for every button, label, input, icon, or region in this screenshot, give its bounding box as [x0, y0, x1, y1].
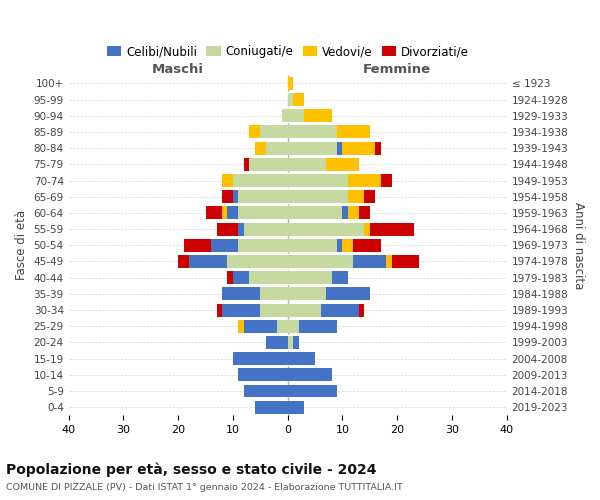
- Bar: [287, 206, 343, 220]
- Bar: [227, 271, 233, 284]
- Bar: [287, 222, 364, 235]
- Y-axis label: Fasce di età: Fasce di età: [15, 210, 28, 280]
- Bar: [244, 320, 277, 332]
- Bar: [238, 222, 244, 235]
- Bar: [287, 142, 337, 154]
- Bar: [343, 206, 348, 220]
- Text: Femmine: Femmine: [363, 63, 431, 76]
- Bar: [260, 304, 287, 316]
- Bar: [227, 206, 238, 220]
- Bar: [337, 126, 370, 138]
- Bar: [238, 320, 244, 332]
- Bar: [359, 304, 364, 316]
- Bar: [250, 158, 287, 171]
- Y-axis label: Anni di nascita: Anni di nascita: [572, 202, 585, 289]
- Bar: [217, 222, 238, 235]
- Bar: [386, 255, 392, 268]
- Bar: [287, 288, 326, 300]
- Bar: [370, 222, 413, 235]
- Bar: [348, 190, 364, 203]
- Bar: [211, 239, 238, 252]
- Bar: [238, 206, 287, 220]
- Bar: [277, 320, 287, 332]
- Bar: [287, 320, 299, 332]
- Bar: [227, 255, 287, 268]
- Bar: [244, 222, 287, 235]
- Text: Popolazione per età, sesso e stato civile - 2024: Popolazione per età, sesso e stato civil…: [6, 462, 377, 477]
- Bar: [266, 142, 287, 154]
- Bar: [238, 190, 287, 203]
- Bar: [184, 239, 211, 252]
- Bar: [287, 174, 348, 187]
- Bar: [222, 206, 227, 220]
- Bar: [233, 190, 238, 203]
- Bar: [348, 206, 359, 220]
- Bar: [260, 288, 287, 300]
- Bar: [233, 352, 287, 365]
- Bar: [287, 368, 331, 382]
- Bar: [343, 239, 353, 252]
- Bar: [189, 255, 227, 268]
- Bar: [293, 336, 299, 349]
- Bar: [222, 190, 233, 203]
- Bar: [287, 336, 293, 349]
- Bar: [250, 271, 287, 284]
- Bar: [337, 142, 343, 154]
- Bar: [260, 126, 287, 138]
- Bar: [287, 239, 337, 252]
- Text: COMUNE DI PIZZALE (PV) - Dati ISTAT 1° gennaio 2024 - Elaborazione TUTTITALIA.IT: COMUNE DI PIZZALE (PV) - Dati ISTAT 1° g…: [6, 482, 403, 492]
- Bar: [331, 271, 348, 284]
- Bar: [287, 110, 304, 122]
- Bar: [287, 400, 304, 413]
- Bar: [376, 142, 381, 154]
- Bar: [287, 158, 326, 171]
- Bar: [206, 206, 222, 220]
- Bar: [222, 174, 233, 187]
- Bar: [287, 255, 353, 268]
- Bar: [222, 288, 260, 300]
- Bar: [364, 190, 376, 203]
- Bar: [238, 239, 287, 252]
- Bar: [326, 158, 359, 171]
- Bar: [320, 304, 359, 316]
- Bar: [326, 288, 370, 300]
- Bar: [287, 77, 293, 90]
- Bar: [337, 239, 343, 252]
- Bar: [178, 255, 189, 268]
- Bar: [217, 304, 222, 316]
- Bar: [381, 174, 392, 187]
- Bar: [244, 158, 250, 171]
- Bar: [222, 304, 260, 316]
- Bar: [233, 271, 250, 284]
- Bar: [282, 110, 287, 122]
- Bar: [287, 352, 315, 365]
- Bar: [255, 400, 287, 413]
- Bar: [293, 93, 304, 106]
- Bar: [287, 304, 320, 316]
- Bar: [287, 190, 348, 203]
- Bar: [287, 271, 331, 284]
- Bar: [233, 174, 287, 187]
- Bar: [359, 206, 370, 220]
- Bar: [343, 142, 376, 154]
- Bar: [250, 126, 260, 138]
- Bar: [304, 110, 331, 122]
- Bar: [364, 222, 370, 235]
- Bar: [244, 384, 287, 398]
- Bar: [353, 255, 386, 268]
- Legend: Celibi/Nubili, Coniugati/e, Vedovi/e, Divorziati/e: Celibi/Nubili, Coniugati/e, Vedovi/e, Di…: [103, 40, 473, 63]
- Bar: [287, 384, 337, 398]
- Bar: [299, 320, 337, 332]
- Bar: [392, 255, 419, 268]
- Bar: [348, 174, 381, 187]
- Bar: [287, 93, 293, 106]
- Bar: [238, 368, 287, 382]
- Bar: [266, 336, 287, 349]
- Bar: [255, 142, 266, 154]
- Bar: [287, 126, 337, 138]
- Bar: [353, 239, 381, 252]
- Text: Maschi: Maschi: [152, 63, 204, 76]
